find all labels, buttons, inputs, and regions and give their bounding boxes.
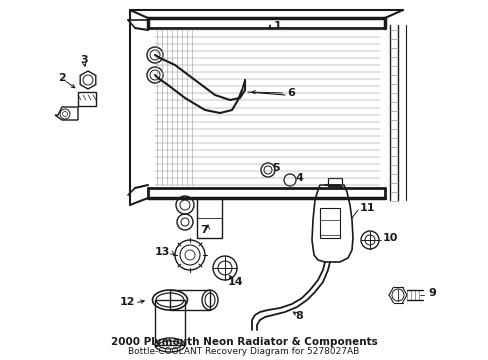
Text: 8: 8	[294, 311, 302, 321]
Text: 12: 12	[120, 297, 135, 307]
Bar	[197, 198, 222, 238]
Text: 4: 4	[294, 173, 302, 183]
Text: 2000 Plymouth Neon Radiator & Components: 2000 Plymouth Neon Radiator & Components	[110, 337, 377, 347]
Text: 3: 3	[80, 55, 87, 65]
Text: 7: 7	[200, 225, 207, 235]
Bar	[170, 290, 209, 310]
Text: 1: 1	[273, 21, 281, 31]
Text: 11: 11	[359, 203, 375, 213]
Bar	[319, 208, 339, 238]
Bar	[78, 92, 96, 106]
Bar	[327, 178, 341, 186]
Text: 5: 5	[271, 163, 279, 173]
Text: 10: 10	[382, 233, 398, 243]
Text: 6: 6	[286, 88, 294, 98]
Text: 13: 13	[155, 247, 170, 257]
Bar	[155, 300, 184, 345]
Text: 2: 2	[58, 73, 65, 83]
Text: 9: 9	[427, 288, 435, 298]
Text: Bottle-COOLANT Recovery Diagram for 5278027AB: Bottle-COOLANT Recovery Diagram for 5278…	[128, 346, 359, 356]
Text: 14: 14	[227, 277, 243, 287]
